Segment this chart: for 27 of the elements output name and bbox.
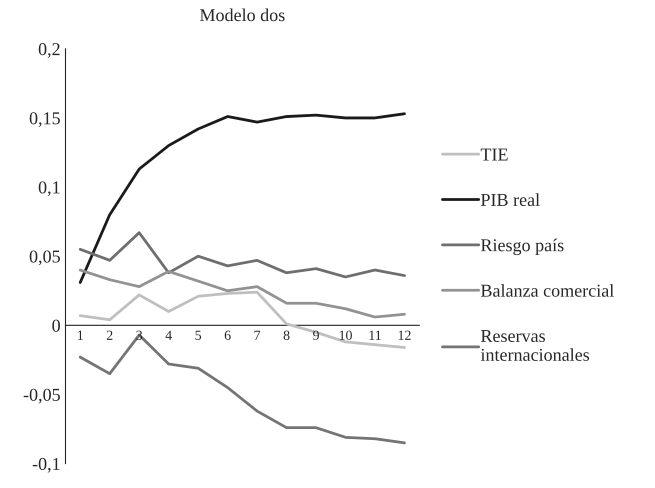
x-tick-label: 7 [254, 330, 260, 340]
legend-label: Reservas internacionales [480, 330, 590, 361]
y-tick-label: 0,15 [30, 112, 60, 127]
x-tick-label: 10 [340, 330, 352, 340]
x-tick-label: 9 [313, 330, 319, 340]
x-tick-label: 8 [284, 330, 290, 340]
y-tick-label: 0,05 [30, 250, 60, 266]
x-tick-label: 5 [195, 330, 202, 340]
legend-label: Balanza comercial [480, 284, 614, 297]
line-series [78, 231, 406, 278]
y-tick-label: -0,1 [32, 458, 60, 473]
chart-title: Modelo dos [200, 8, 285, 22]
y-tick-label: 0,2 [38, 43, 60, 58]
legend-label: Riesgo país [480, 238, 564, 256]
line-series [78, 268, 406, 318]
legend-label: TIE [480, 148, 508, 160]
x-tick-label: 1 [78, 330, 83, 340]
y-tick-label: 0,1 [38, 181, 60, 196]
legend-label: PIB real [480, 193, 540, 206]
line-series [78, 112, 406, 284]
x-tick-label: 4 [165, 330, 172, 340]
x-tick-label: 6 [224, 330, 231, 340]
x-tick-label: 11 [370, 330, 381, 340]
y-tick-label: -0,05 [24, 388, 60, 404]
y-tick-label: 0 [52, 320, 60, 332]
x-tick-label: 2 [106, 330, 112, 340]
x-tick-label: 12 [398, 330, 411, 340]
